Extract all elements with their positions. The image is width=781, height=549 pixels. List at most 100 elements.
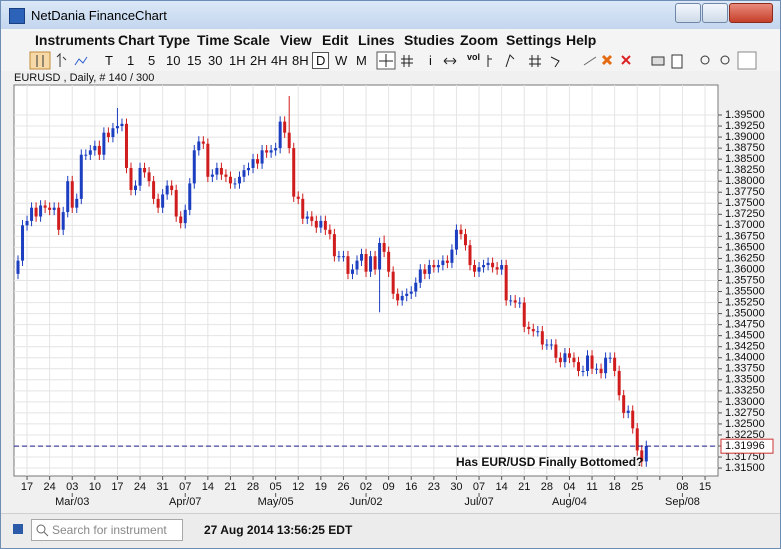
toolbar-button[interactable]: 1H: [229, 53, 246, 68]
y-tick-label: 1.34750: [725, 319, 765, 331]
menu-item[interactable]: Chart Type: [118, 32, 191, 48]
candle-body: [586, 355, 590, 371]
y-tick-label: 1.33500: [725, 374, 765, 386]
search-box[interactable]: Search for instrument: [31, 519, 183, 541]
candle-body: [210, 174, 214, 177]
toolbar-button[interactable]: M: [356, 53, 367, 68]
line-tool[interactable]: [487, 55, 492, 67]
candle-body: [572, 357, 576, 363]
x-tick-label: 18: [609, 481, 621, 493]
toolbar-button[interactable]: vol: [467, 52, 481, 62]
chart: EURUSD , Daily, # 140 / 300 Has EUR/USD …: [1, 71, 780, 511]
zoom-in-button[interactable]: [700, 55, 710, 65]
pin-button[interactable]: [737, 51, 757, 70]
app-icon: [9, 8, 25, 24]
menu-item[interactable]: Help: [566, 32, 597, 48]
last-price-box: [720, 438, 774, 454]
menu-item[interactable]: Settings: [506, 32, 562, 48]
channel-tool[interactable]: [583, 56, 597, 66]
candle-body: [432, 265, 436, 268]
print-button[interactable]: [651, 56, 665, 66]
y-tick-label: 1.33750: [725, 363, 765, 375]
delete-tool[interactable]: [601, 54, 613, 66]
candle-body: [179, 216, 183, 224]
menu-item[interactable]: View: [280, 32, 312, 48]
candle-body: [482, 265, 486, 268]
menu-item[interactable]: Instruments: [35, 32, 116, 48]
scroll-button[interactable]: [443, 57, 457, 65]
y-tick-label: 1.34000: [725, 352, 765, 364]
candle-body: [147, 172, 151, 182]
line-button[interactable]: [74, 56, 88, 66]
toolbar-button[interactable]: W: [335, 53, 348, 68]
menu-item[interactable]: Zoom: [460, 32, 499, 48]
candle-body: [283, 121, 287, 133]
y-tick-label: 1.33000: [725, 396, 765, 408]
candle-body: [387, 251, 391, 272]
toolbar-button[interactable]: 30: [208, 53, 223, 68]
candle-body: [631, 410, 635, 429]
toolbar-button[interactable]: 1: [127, 53, 135, 68]
x-tick-label: 10: [89, 481, 101, 493]
candle-body: [25, 220, 29, 226]
arrow-tool[interactable]: [550, 56, 560, 68]
close-button[interactable]: [729, 3, 773, 23]
toolbar-button[interactable]: 4H: [271, 53, 288, 68]
menu-item[interactable]: Edit: [322, 32, 349, 48]
delete-all-tool[interactable]: [621, 55, 631, 65]
preview-button[interactable]: [671, 54, 683, 69]
toolbar-button[interactable]: T: [105, 53, 113, 68]
candle-body: [445, 260, 449, 263]
candle-body: [129, 167, 133, 191]
candle-body: [360, 254, 364, 261]
candle-body: [278, 121, 282, 149]
candle-body: [617, 370, 621, 396]
menu-item[interactable]: Time Scale: [197, 32, 270, 48]
toolbar-button[interactable]: 2H: [250, 53, 267, 68]
zoom-out-button[interactable]: [720, 55, 730, 65]
menu-item[interactable]: Lines: [358, 32, 395, 48]
minimize-button[interactable]: [675, 3, 701, 23]
trend-tool[interactable]: [505, 54, 515, 68]
candle-body: [518, 302, 522, 304]
fib-tool[interactable]: [529, 55, 541, 67]
bar-button[interactable]: [56, 52, 67, 67]
toolbar-button[interactable]: 8H: [292, 53, 309, 68]
candle-body: [581, 370, 585, 372]
candle-body: [16, 260, 20, 274]
candle-body: [590, 355, 594, 369]
candle-body: [34, 207, 38, 217]
y-tick-label: 1.38000: [725, 175, 765, 187]
timestamp: 27 Aug 2014 13:56:25 EDT: [204, 523, 353, 537]
menu-item[interactable]: Studies: [404, 32, 455, 48]
candle-body: [576, 362, 580, 371]
x-tick-label: 14: [202, 481, 214, 493]
candle-body: [57, 207, 61, 230]
y-tick-label: 1.39250: [725, 120, 765, 132]
candle-body: [369, 256, 373, 272]
toolbar-button[interactable]: D: [312, 52, 330, 69]
maximize-button[interactable]: [702, 3, 728, 23]
candle-body: [635, 428, 639, 451]
candle-body: [509, 300, 513, 302]
status-icon: [13, 524, 23, 534]
y-tick-label: 1.37500: [725, 197, 765, 209]
y-tick-label: 1.31750: [725, 451, 765, 463]
toolbar-button[interactable]: i: [429, 53, 432, 68]
title-bar: NetDania FinanceChart: [1, 1, 780, 29]
y-tick-label: 1.32250: [725, 429, 765, 441]
candle-body: [604, 357, 608, 374]
candle-body: [84, 154, 88, 156]
x-tick-label: 07: [179, 481, 191, 493]
candle-button[interactable]: [29, 51, 51, 70]
candle-body: [219, 167, 223, 175]
toolbar-button[interactable]: 5: [148, 53, 156, 68]
toolbar-button[interactable]: 10: [166, 53, 181, 68]
candle-body: [174, 190, 178, 217]
candle-body: [170, 185, 174, 191]
grid-button[interactable]: [401, 55, 413, 67]
candle-body: [337, 256, 341, 258]
y-tick-label: 1.39500: [725, 109, 765, 121]
toolbar-button[interactable]: 15: [187, 53, 202, 68]
candle-body: [247, 167, 251, 171]
